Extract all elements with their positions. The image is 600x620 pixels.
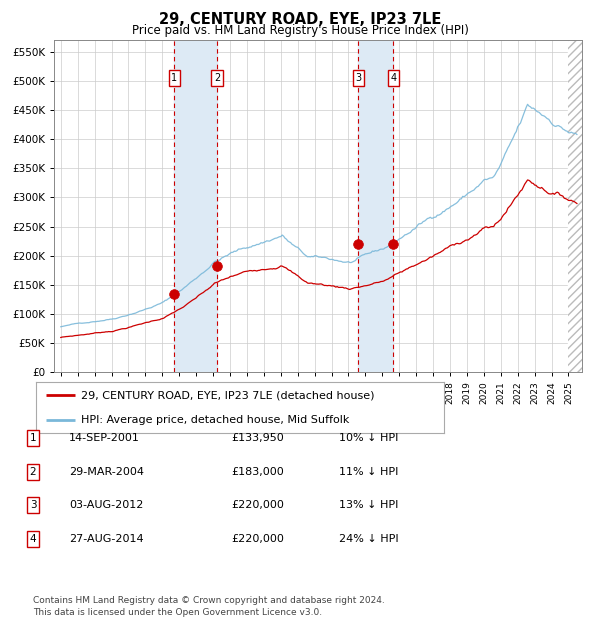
Text: 4: 4 [29,534,37,544]
Text: 2: 2 [214,73,220,83]
Bar [175,40,217,372]
Text: £133,950: £133,950 [231,433,284,443]
Text: 29, CENTURY ROAD, EYE, IP23 7LE (detached house): 29, CENTURY ROAD, EYE, IP23 7LE (detache… [81,390,374,400]
Text: Contains HM Land Registry data © Crown copyright and database right 2024.
This d: Contains HM Land Registry data © Crown c… [33,596,385,617]
Text: 4: 4 [390,73,397,83]
Text: 1: 1 [29,433,37,443]
Text: 13% ↓ HPI: 13% ↓ HPI [339,500,398,510]
Text: 3: 3 [355,73,362,83]
Bar [358,40,394,372]
Text: 10% ↓ HPI: 10% ↓ HPI [339,433,398,443]
Text: 27-AUG-2014: 27-AUG-2014 [69,534,143,544]
Bar [568,23,600,372]
Text: 03-AUG-2012: 03-AUG-2012 [69,500,143,510]
Text: Price paid vs. HM Land Registry's House Price Index (HPI): Price paid vs. HM Land Registry's House … [131,24,469,37]
Text: £220,000: £220,000 [231,500,284,510]
Text: 11% ↓ HPI: 11% ↓ HPI [339,467,398,477]
Text: £183,000: £183,000 [231,467,284,477]
Text: 24% ↓ HPI: 24% ↓ HPI [339,534,398,544]
Text: £220,000: £220,000 [231,534,284,544]
Text: 1: 1 [171,73,178,83]
Text: HPI: Average price, detached house, Mid Suffolk: HPI: Average price, detached house, Mid … [81,415,349,425]
Text: 29, CENTURY ROAD, EYE, IP23 7LE: 29, CENTURY ROAD, EYE, IP23 7LE [159,12,441,27]
Bar [568,40,599,372]
Text: 2: 2 [29,467,37,477]
Text: 14-SEP-2001: 14-SEP-2001 [69,433,140,443]
Text: 29-MAR-2004: 29-MAR-2004 [69,467,144,477]
Text: 3: 3 [29,500,37,510]
